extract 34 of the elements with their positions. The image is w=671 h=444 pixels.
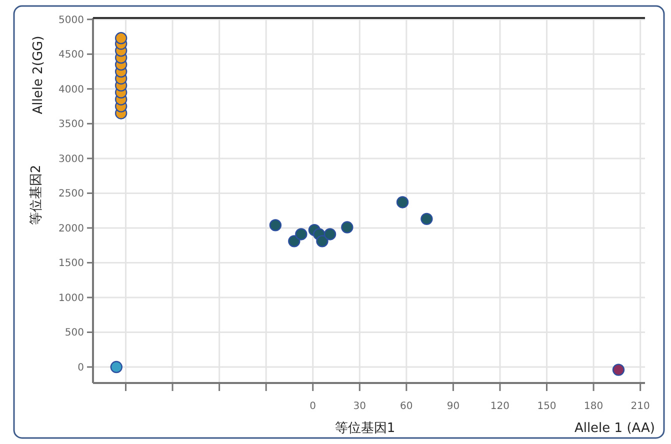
point — [114, 32, 128, 44]
y-tick-label: 2500 — [58, 188, 84, 200]
point — [288, 235, 300, 248]
point — [396, 196, 409, 208]
x-tick-label: 180 — [584, 401, 604, 412]
y-tick-label: 2000 — [58, 223, 84, 234]
x-tick-label: 30 — [353, 401, 366, 412]
point — [420, 212, 433, 226]
y-tick-label: 1500 — [58, 258, 84, 270]
y-tick-label: 3000 — [58, 154, 84, 165]
y-tick-label: 3500 — [58, 119, 84, 130]
point — [316, 235, 328, 248]
x-tick-label: 90 — [446, 401, 460, 412]
point — [269, 219, 282, 232]
text: Allele 2(GG) — [31, 36, 46, 114]
x-tick-label: 60 — [400, 401, 413, 412]
x-axis-title: 等位基因1 — [334, 421, 396, 436]
y-axis-title: 等位基因2 — [29, 164, 44, 226]
text: Allele 1 (AA) — [574, 421, 655, 436]
y-tick-label: 5000 — [58, 14, 84, 26]
y-tick-label: 500 — [64, 328, 84, 339]
point — [110, 360, 122, 374]
y-tick-label: 1000 — [58, 292, 84, 304]
point — [295, 228, 308, 240]
x-tick-label: 210 — [630, 401, 650, 412]
point — [341, 221, 354, 234]
x-tick-label: 120 — [490, 401, 510, 412]
x-tick-label: 150 — [537, 401, 556, 412]
x-tick-label: 0 — [310, 401, 316, 412]
y-tick-label: 4500 — [58, 50, 84, 61]
y-tick-label: 4000 — [58, 84, 84, 96]
point — [324, 228, 336, 240]
y-tick-label: 0 — [78, 362, 84, 374]
point — [612, 364, 625, 376]
